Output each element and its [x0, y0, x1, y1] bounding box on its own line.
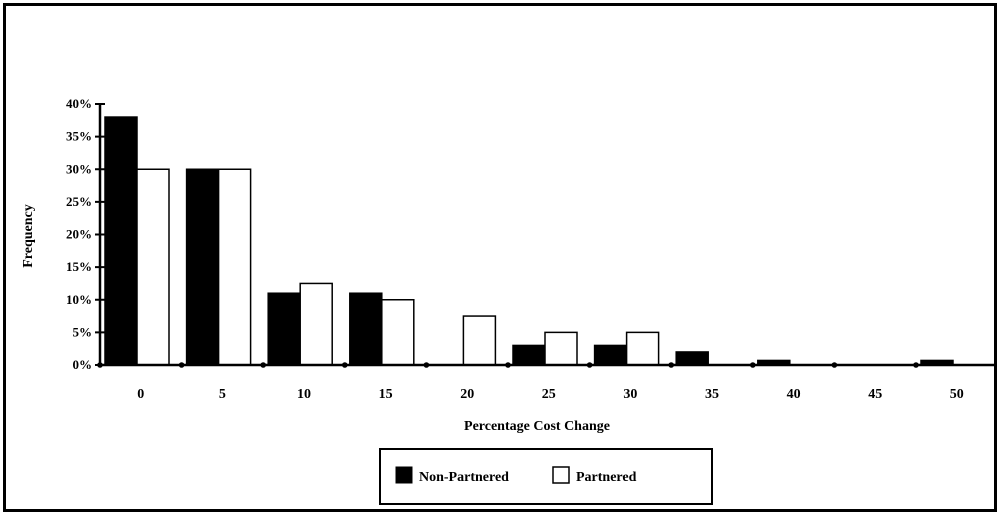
x-tick-marker-6 — [586, 362, 593, 368]
legend-label-non-partnered: Non-Partnered — [419, 470, 509, 485]
x-tick-marker-5 — [505, 362, 511, 368]
y-axis-title: Frequency — [21, 204, 36, 268]
y-tick-label-5: 25% — [66, 194, 92, 209]
bar-non-partnered-5 — [185, 168, 220, 366]
bar-partnered-0 — [136, 168, 170, 366]
x-tick-label-40: 40 — [787, 387, 801, 402]
x-tick-marker-4 — [423, 362, 430, 368]
x-tick-label-20: 20 — [460, 387, 474, 402]
x-tick-marker-10 — [913, 362, 919, 368]
x-tick-marker-0 — [97, 362, 103, 368]
bar-partnered-25 — [544, 331, 578, 366]
y-tick-label-3: 15% — [66, 259, 92, 274]
bar-partnered-10 — [299, 282, 333, 366]
x-tick-label-45: 45 — [868, 387, 882, 402]
x-axis-title: Percentage Cost Change — [464, 419, 610, 434]
bar-non-partnered-15 — [349, 292, 383, 366]
bar-partnered-30 — [625, 331, 660, 366]
y-tick-label-1: 5% — [73, 324, 93, 339]
y-tick-label-4: 20% — [66, 227, 92, 242]
x-tick-marker-2 — [260, 362, 267, 368]
x-tick-label-5: 5 — [219, 387, 226, 402]
x-tick-marker-1 — [178, 362, 185, 368]
x-tick-marker-7 — [668, 362, 674, 368]
x-tick-marker-3 — [342, 362, 348, 368]
legend: Non-Partnered Partnered — [379, 448, 713, 505]
x-tick-label-25: 25 — [542, 387, 556, 402]
bar-non-partnered-10 — [267, 292, 301, 366]
bar-non-partnered-30 — [593, 344, 628, 366]
legend-swatch-partnered — [552, 466, 570, 484]
bar-partnered-5 — [217, 168, 252, 366]
legend-label-partnered: Partnered — [576, 470, 637, 485]
x-tick-label-0: 0 — [137, 387, 144, 402]
bar-partnered-15 — [381, 299, 415, 366]
x-tick-label-30: 30 — [623, 387, 637, 402]
legend-box — [379, 448, 713, 505]
x-tick-label-50: 50 — [950, 387, 964, 402]
y-tick-label-2: 10% — [66, 292, 92, 307]
x-tick-marker-8 — [750, 362, 756, 368]
x-tick-label-15: 15 — [379, 387, 393, 402]
y-tick-label-6: 30% — [66, 161, 92, 176]
y-tick-label-7: 35% — [66, 129, 92, 144]
legend-swatch-non-partnered — [395, 466, 413, 484]
bar-non-partnered-35 — [675, 351, 709, 366]
y-tick-label-0: 0% — [73, 357, 93, 372]
bar-partnered-20 — [462, 315, 497, 366]
y-tick-label-8: 40% — [66, 96, 92, 111]
bar-non-partnered-0 — [104, 116, 138, 366]
x-tick-label-35: 35 — [705, 387, 719, 402]
bar-non-partnered-25 — [512, 344, 546, 366]
plot-area: 0% 5% 10% 15% 20% 25% 30% 35% 40% 0 5 10 15 20 25 30 35 4… — [66, 96, 997, 402]
x-tick-label-10: 10 — [297, 387, 311, 402]
x-tick-marker-9 — [831, 362, 838, 368]
